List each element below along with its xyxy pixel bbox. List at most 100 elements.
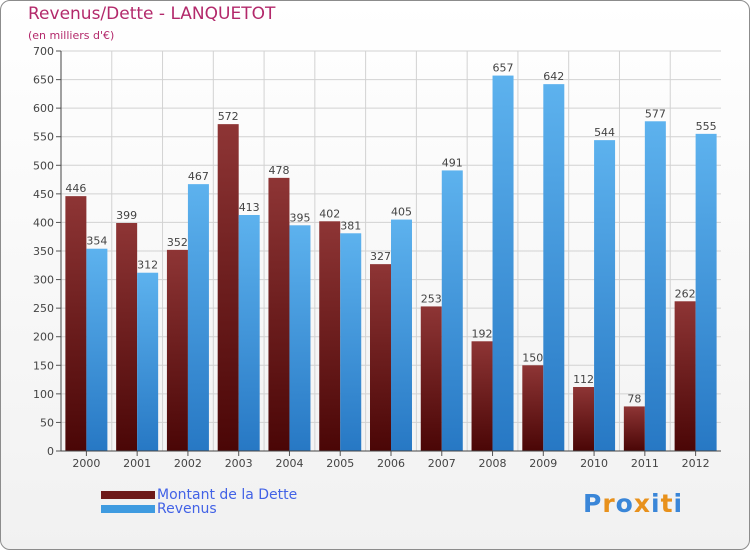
data-label-revenus-2005: 381 — [340, 219, 361, 232]
logo-letter: x — [633, 489, 651, 518]
data-label-revenus-2006: 405 — [391, 206, 412, 219]
bar-debt-2004 — [268, 177, 290, 451]
bar-revenus-2008 — [492, 75, 514, 452]
data-label-revenus-2003: 413 — [239, 201, 260, 214]
bar-debt-2011 — [623, 406, 645, 451]
legend-swatch-debt — [101, 491, 155, 499]
bar-revenus-2009 — [543, 84, 565, 452]
logo-letter: i — [651, 489, 661, 518]
data-label-revenus-2002: 467 — [188, 170, 209, 183]
bar-revenus-2010 — [594, 140, 616, 451]
bar-debt-2002 — [166, 249, 188, 451]
y-tick-label: 600 — [33, 102, 54, 115]
y-tick-label: 100 — [33, 388, 54, 401]
logo-letter: r — [602, 489, 616, 518]
y-tick-label: 550 — [33, 131, 54, 144]
x-tick-label: 2009 — [529, 457, 557, 470]
bar-debt-2000 — [65, 196, 87, 451]
data-label-debt-2011: 78 — [627, 392, 641, 405]
data-label-revenus-2009: 642 — [543, 70, 564, 83]
legend-item-debt: Montant de la Dette — [101, 487, 297, 503]
data-label-debt-2001: 399 — [116, 209, 137, 222]
bar-debt-2008 — [471, 341, 493, 451]
bar-revenus-2011 — [644, 121, 666, 452]
x-tick-label: 2008 — [479, 457, 507, 470]
data-label-debt-2000: 446 — [65, 182, 86, 195]
chart-title: Revenus/Dette - LANQUETOT — [28, 4, 276, 24]
data-label-revenus-2000: 354 — [86, 235, 107, 248]
logo-letter: o — [615, 489, 634, 518]
y-tick-label: 200 — [33, 331, 54, 344]
bar-debt-2009 — [522, 365, 544, 451]
legend-label-debt: Montant de la Dette — [157, 487, 298, 503]
data-label-debt-2002: 352 — [167, 236, 188, 249]
logo-letter: i — [673, 489, 684, 518]
data-label-debt-2006: 327 — [370, 250, 391, 263]
y-tick-label: 650 — [33, 74, 54, 87]
data-label-revenus-2008: 657 — [493, 62, 514, 75]
x-tick-label: 2012 — [682, 457, 710, 470]
y-tick-label: 450 — [33, 188, 54, 201]
data-label-debt-2009: 150 — [522, 351, 543, 364]
data-label-debt-2010: 112 — [573, 373, 594, 386]
bar-debt-2006 — [370, 264, 391, 451]
bar-revenus-2005 — [340, 233, 362, 451]
chart-subtitle: (en milliers d'€) — [28, 29, 115, 42]
legend-swatch-revenus — [101, 505, 155, 513]
bar-revenus-2001 — [137, 272, 159, 451]
x-tick-label: 2000 — [72, 457, 100, 470]
legend-label-revenus: Revenus — [157, 501, 217, 517]
bar-debt-2003 — [217, 124, 239, 452]
bar-debt-2007 — [420, 306, 442, 451]
bar-debt-2005 — [319, 221, 341, 451]
bar-revenus-2002 — [187, 184, 209, 451]
data-label-revenus-2007: 491 — [442, 156, 463, 169]
proxiti-logo: Proxiti — [583, 489, 683, 518]
bar-revenus-2006 — [391, 219, 412, 451]
data-label-revenus-2011: 577 — [645, 107, 666, 120]
x-tick-label: 2004 — [275, 457, 303, 470]
logo-letter: P — [583, 489, 603, 518]
x-tick-label: 2007 — [428, 457, 456, 470]
data-label-debt-2005: 402 — [319, 207, 340, 220]
bar-revenus-2003 — [238, 215, 260, 451]
y-tick-label: 250 — [33, 302, 54, 315]
bar-debt-2012 — [674, 301, 696, 451]
x-tick-label: 2005 — [326, 457, 354, 470]
y-tick-label: 0 — [47, 445, 54, 458]
bar-revenus-2004 — [289, 225, 311, 451]
x-tick-label: 2010 — [580, 457, 608, 470]
y-tick-label: 300 — [33, 274, 54, 287]
x-tick-label: 2006 — [377, 457, 405, 470]
logo-letter: t — [660, 489, 674, 518]
legend-item-revenus: Revenus — [101, 501, 217, 517]
data-label-revenus-2001: 312 — [137, 259, 158, 272]
y-tick-label: 350 — [33, 245, 54, 258]
data-label-revenus-2010: 544 — [594, 126, 615, 139]
bar-debt-2010 — [573, 387, 595, 451]
y-tick-label: 400 — [33, 216, 54, 229]
y-tick-label: 150 — [33, 359, 54, 372]
x-tick-label: 2001 — [123, 457, 151, 470]
bar-revenus-2007 — [441, 170, 463, 451]
data-label-revenus-2012: 555 — [696, 120, 717, 133]
bar-revenus-2000 — [86, 248, 108, 451]
data-label-debt-2007: 253 — [421, 292, 442, 305]
x-tick-label: 2011 — [631, 457, 659, 470]
bars-layer — [65, 75, 717, 452]
x-tick-label: 2002 — [174, 457, 202, 470]
data-label-debt-2004: 478 — [268, 164, 289, 177]
bar-revenus-2012 — [695, 133, 717, 451]
data-label-debt-2008: 192 — [472, 327, 493, 340]
data-label-revenus-2004: 395 — [289, 211, 310, 224]
x-tick-label: 2003 — [225, 457, 253, 470]
y-tick-label: 50 — [40, 416, 54, 429]
data-label-debt-2003: 572 — [218, 110, 239, 123]
data-label-debt-2012: 262 — [675, 287, 696, 300]
y-tick-label: 700 — [33, 45, 54, 58]
bar-debt-2001 — [116, 223, 138, 451]
y-tick-label: 500 — [33, 159, 54, 172]
